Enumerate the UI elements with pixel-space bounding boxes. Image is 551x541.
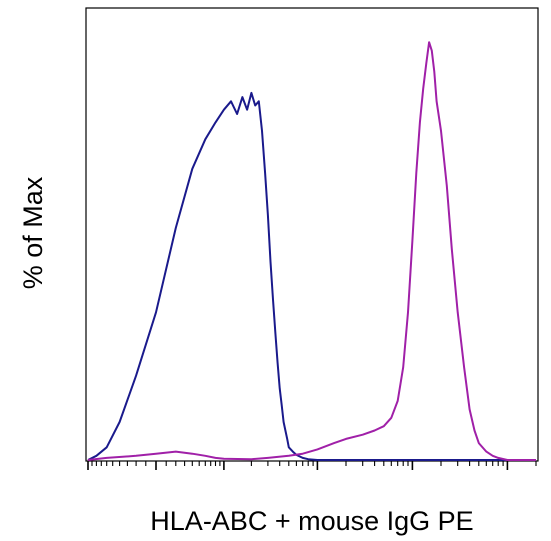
- x-axis-ticks: [87, 461, 537, 470]
- x-axis-title: HLA-ABC + mouse IgG PE: [150, 506, 473, 536]
- series-line-0: [87, 91, 536, 461]
- y-axis-title: % of Max: [18, 176, 48, 289]
- plot-series: [87, 41, 536, 461]
- series-line-1: [87, 41, 536, 461]
- plot-frame: [85, 7, 539, 462]
